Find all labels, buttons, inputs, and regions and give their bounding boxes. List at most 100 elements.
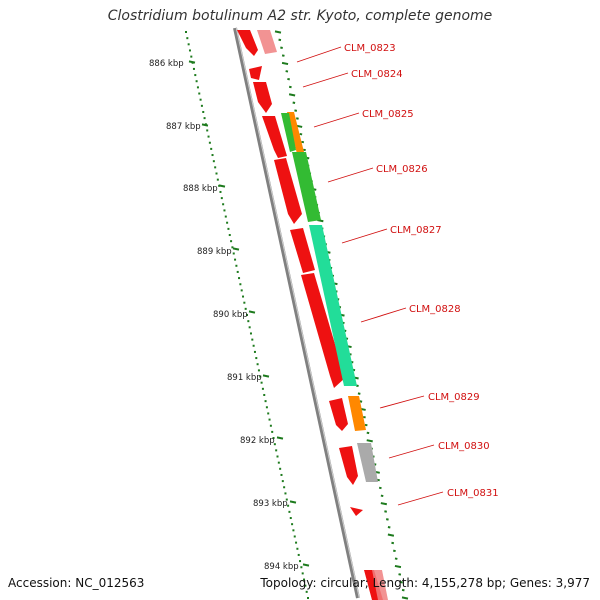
scale-major-tick xyxy=(302,563,310,567)
scale-dot xyxy=(259,375,262,378)
scale-dot xyxy=(228,234,231,237)
scale-dot xyxy=(199,98,202,101)
outer-major-tick xyxy=(288,93,296,97)
scale-tick-label: 894 kbp xyxy=(264,562,299,572)
scale-dot xyxy=(287,504,290,507)
scale-dot xyxy=(231,246,234,249)
scale-dot xyxy=(203,117,206,120)
scale-dot xyxy=(255,357,258,360)
scale-dot xyxy=(190,55,193,58)
gene-arrow[interactable] xyxy=(350,507,363,516)
gene-label[interactable]: CLM_0827 xyxy=(390,225,442,236)
scale-dot xyxy=(264,400,267,403)
gene-arrow[interactable] xyxy=(339,446,358,485)
cog-block-pink[interactable] xyxy=(372,570,388,600)
scale-tick-label: 888 kbp xyxy=(183,184,218,194)
scale-dot xyxy=(198,92,201,95)
scale-dot xyxy=(300,566,303,569)
scale-major-tick xyxy=(276,436,284,440)
scale-dot xyxy=(186,37,189,40)
gene-label[interactable]: CLM_0831 xyxy=(447,488,499,499)
scale-dot xyxy=(246,314,248,316)
scale-dot xyxy=(305,590,308,593)
scale-dot xyxy=(211,154,214,157)
scale-dot xyxy=(200,104,203,107)
gene-label[interactable]: CLM_0824 xyxy=(351,69,403,80)
scale-dot xyxy=(280,473,283,476)
scale-dot xyxy=(234,258,237,261)
gene-label[interactable]: CLM_0829 xyxy=(428,392,480,403)
accession-text: Accession: NC_012563 xyxy=(8,576,145,590)
gene-label[interactable]: CLM_0830 xyxy=(438,441,490,452)
gene-arrow[interactable] xyxy=(290,228,315,273)
map-title: Clostridium botulinum A2 str. Kyoto, com… xyxy=(107,8,493,24)
outer-major-tick xyxy=(366,439,373,443)
scale-dot xyxy=(219,190,222,193)
gene-label[interactable]: CLM_0825 xyxy=(362,109,414,120)
gene-label[interactable]: CLM_0828 xyxy=(409,304,461,315)
scale-dot xyxy=(271,430,274,433)
scale-tick-label: 889 kbp xyxy=(197,247,232,257)
outer-major-tick xyxy=(394,564,402,569)
scale-major-tick xyxy=(262,374,270,378)
scale-dot xyxy=(273,443,276,446)
scale-dot xyxy=(265,406,268,409)
scale-dot xyxy=(215,172,218,175)
scale-tick-label: 887 kbp xyxy=(166,122,201,132)
scale-dot xyxy=(260,381,263,384)
scale-dot xyxy=(304,584,307,587)
gene-arrow[interactable] xyxy=(237,30,258,56)
scale-dot xyxy=(236,270,239,273)
scale-dot xyxy=(257,369,260,372)
scale-dot xyxy=(279,467,282,470)
scale-dot xyxy=(220,197,223,200)
scale-labels: 886 kbp 887 kbp 888 kbp 889 kbp 890 kbp … xyxy=(149,59,299,572)
scale-dot xyxy=(192,67,195,70)
outer-major-tick xyxy=(387,533,395,537)
scale-dot xyxy=(291,523,294,526)
scale-dot xyxy=(207,135,210,138)
gene-arrow[interactable] xyxy=(329,398,348,431)
scale-tick-label: 893 kbp xyxy=(253,499,288,509)
cog-block-pink[interactable] xyxy=(257,30,277,54)
gene-arrow[interactable] xyxy=(301,273,345,388)
scale-dot xyxy=(307,597,309,599)
scale-dot xyxy=(296,547,299,550)
scale-dot xyxy=(261,387,264,390)
gene-arrow[interactable] xyxy=(249,66,262,80)
scale-dot xyxy=(272,437,275,440)
scale-tick-label: 890 kbp xyxy=(213,310,248,320)
scale-dot xyxy=(230,240,233,243)
topology-text: Topology: circular; Length: 4,155,278 bp… xyxy=(260,576,590,590)
cog-block-teal[interactable] xyxy=(309,225,357,386)
cog-block-green[interactable] xyxy=(292,152,321,222)
label-leaders xyxy=(296,46,444,506)
gene-label[interactable]: CLM_0826 xyxy=(376,164,428,175)
genome-backbone xyxy=(233,27,360,599)
gene-arrow[interactable] xyxy=(274,158,302,224)
scale-dot xyxy=(212,160,215,163)
scale-dot xyxy=(289,517,292,520)
cog-block-green[interactable] xyxy=(281,113,296,152)
scale-dot xyxy=(206,129,209,132)
gene-arrow[interactable] xyxy=(262,116,287,158)
scale-dot xyxy=(297,553,300,556)
cog-block-orange[interactable] xyxy=(348,396,366,431)
scale-dot xyxy=(256,363,259,366)
scale-tick-label: 892 kbp xyxy=(240,436,275,446)
scale-dot xyxy=(214,166,217,169)
scale-dot xyxy=(295,541,298,544)
scale-dot xyxy=(299,560,302,563)
cog-block-gray[interactable] xyxy=(357,443,378,482)
scale-dotted-line xyxy=(185,31,310,599)
scale-dot xyxy=(226,221,229,224)
scale-dot xyxy=(227,227,230,230)
gene-label[interactable]: CLM_0823 xyxy=(344,43,396,54)
cog-block-orange[interactable] xyxy=(287,112,304,154)
scale-dot xyxy=(202,110,205,113)
scale-dot xyxy=(222,203,225,206)
gene-arrow[interactable] xyxy=(253,82,272,113)
outer-major-tick xyxy=(380,502,388,506)
scale-dot xyxy=(196,86,199,89)
